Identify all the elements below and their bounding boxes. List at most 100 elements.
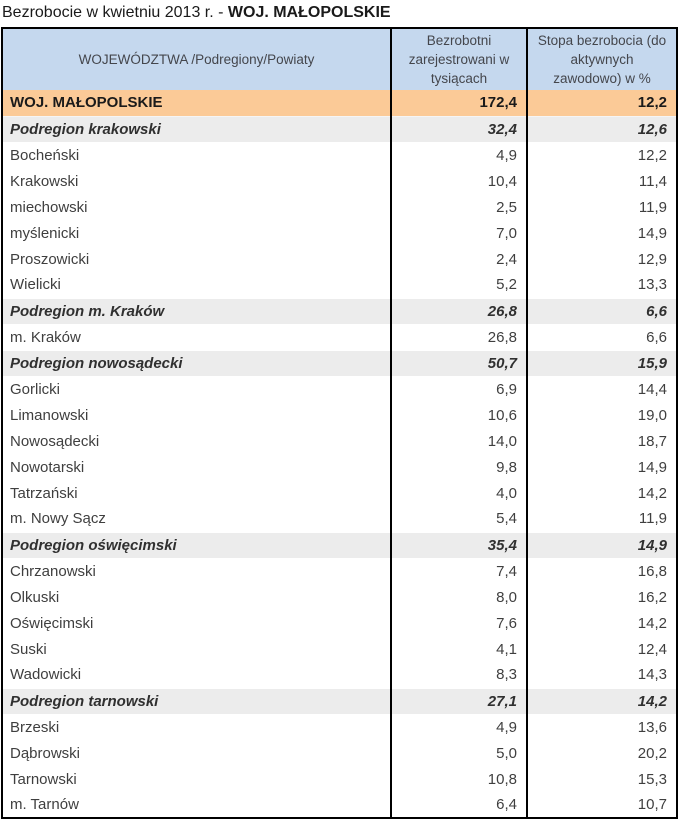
territory-name: Dąbrowski [2, 740, 391, 766]
rate-value: 6,6 [526, 324, 677, 350]
unemployed-value: 27,1 [390, 687, 527, 715]
unemployed-value: 32,4 [390, 115, 527, 143]
rate-value: 18,7 [526, 428, 677, 454]
table-row-powiat: Olkuski 8,0 16,2 [2, 584, 677, 610]
territory-name: m. Kraków [2, 324, 391, 350]
table-row-powiat: myślenicki 7,0 14,9 [2, 220, 677, 246]
territory-name: miechowski [2, 194, 391, 220]
unemployed-value: 7,6 [390, 610, 527, 636]
rate-value: 6,6 [526, 297, 677, 325]
territory-name: Tatrzański [2, 480, 391, 506]
territory-name: Olkuski [2, 584, 391, 610]
table-row-powiat: Nowotarski 9,8 14,9 [2, 454, 677, 480]
territory-name: Podregion m. Kraków [2, 297, 391, 325]
unemployed-value: 2,4 [390, 246, 527, 272]
territory-name: Podregion krakowski [2, 115, 391, 143]
territory-name: Suski [2, 636, 391, 662]
territory-name: Podregion oświęcimski [2, 531, 391, 559]
rate-value: 14,2 [526, 480, 677, 506]
unemployed-value: 172,4 [390, 90, 527, 117]
territory-name: Podregion nowosądecki [2, 349, 391, 377]
unemployed-value: 6,4 [390, 792, 527, 818]
column-header-unemployed: Bezrobotni zarejestrowani w tysiącach [390, 28, 527, 90]
unemployed-value: 8,3 [390, 662, 527, 688]
territory-name: m. Nowy Sącz [2, 506, 391, 532]
column-header-rate: Stopa bezrobocia (do aktywnych zawodowo)… [526, 28, 677, 90]
rate-value: 14,9 [526, 531, 677, 559]
unemployed-value: 8,0 [390, 584, 527, 610]
unemployed-value: 14,0 [390, 428, 527, 454]
table-row-powiat: miechowski 2,5 11,9 [2, 194, 677, 220]
unemployed-value: 26,8 [390, 324, 527, 350]
table-row-subregion: Podregion nowosądecki 50,7 15,9 [2, 349, 677, 377]
unemployed-value: 5,0 [390, 740, 527, 766]
table-row-subregion: Podregion oświęcimski 35,4 14,9 [2, 531, 677, 559]
territory-name: Tarnowski [2, 766, 391, 792]
table-row-powiat: m. Tarnów 6,4 10,7 [2, 792, 677, 818]
territory-name: Wadowicki [2, 662, 391, 688]
unemployed-value: 5,2 [390, 272, 527, 298]
table-row-powiat: Tarnowski 10,8 15,3 [2, 766, 677, 792]
territory-name: Gorlicki [2, 376, 391, 402]
rate-value: 12,4 [526, 636, 677, 662]
territory-name: Proszowicki [2, 246, 391, 272]
title-region: WOJ. MAŁOPOLSKIE [227, 4, 391, 21]
unemployed-value: 4,1 [390, 636, 527, 662]
rate-value: 20,2 [526, 740, 677, 766]
table-header: WOJEWÓDZTWA /Podregiony/Powiaty Bezrobot… [2, 28, 677, 90]
territory-name: myślenicki [2, 220, 391, 246]
table-row-powiat: Gorlicki 6,9 14,4 [2, 376, 677, 402]
unemployed-value: 7,0 [390, 220, 527, 246]
unemployed-value: 9,8 [390, 454, 527, 480]
table-row-powiat: Nowosądecki 14,0 18,7 [2, 428, 677, 454]
unemployed-value: 10,4 [390, 168, 527, 194]
unemployed-value: 50,7 [390, 349, 527, 377]
territory-name: Brzeski [2, 714, 391, 740]
rate-value: 12,6 [526, 115, 677, 143]
rate-value: 16,8 [526, 558, 677, 584]
rate-value: 14,2 [526, 687, 677, 715]
territory-name: m. Tarnów [2, 792, 391, 818]
unemployment-table: WOJEWÓDZTWA /Podregiony/Powiaty Bezrobot… [1, 27, 678, 819]
table-row-powiat: Limanowski 10,6 19,0 [2, 402, 677, 428]
territory-name: Bocheński [2, 142, 391, 168]
unemployed-value: 4,9 [390, 714, 527, 740]
table-row-powiat: Dąbrowski 5,0 20,2 [2, 740, 677, 766]
table-body: WOJ. MAŁOPOLSKIE 172,4 12,2 Podregion krako… [2, 90, 677, 818]
table-row-powiat: Wadowicki 8,3 14,3 [2, 662, 677, 688]
rate-value: 14,9 [526, 220, 677, 246]
unemployed-value: 2,5 [390, 194, 527, 220]
table-row-powiat: Suski 4,1 12,4 [2, 636, 677, 662]
rate-value: 14,4 [526, 376, 677, 402]
rate-value: 14,9 [526, 454, 677, 480]
rate-value: 19,0 [526, 402, 677, 428]
rate-value: 11,9 [526, 506, 677, 532]
title-prefix: Bezrobocie w kwietniu 2013 r. - [2, 4, 228, 21]
territory-name: Nowotarski [2, 454, 391, 480]
rate-value: 12,2 [526, 90, 677, 117]
territory-name: WOJ. MAŁOPOLSKIE [2, 90, 391, 117]
page-title: Bezrobocie w kwietniu 2013 r. - WOJ. MAŁ… [0, 0, 678, 27]
table-row-subregion: Podregion tarnowski 27,1 14,2 [2, 687, 677, 715]
table-row-powiat: Wielicki 5,2 13,3 [2, 272, 677, 298]
table-row-powiat: Tatrzański 4,0 14,2 [2, 480, 677, 506]
territory-name: Krakowski [2, 168, 391, 194]
territory-name: Chrzanowski [2, 558, 391, 584]
rate-value: 15,3 [526, 766, 677, 792]
rate-value: 13,3 [526, 272, 677, 298]
table-row-subregion: Podregion m. Kraków 26,8 6,6 [2, 297, 677, 325]
rate-value: 11,9 [526, 194, 677, 220]
territory-name: Nowosądecki [2, 428, 391, 454]
unemployed-value: 7,4 [390, 558, 527, 584]
table-row-powiat: Bocheński 4,9 12,2 [2, 142, 677, 168]
territory-name: Oświęcimski [2, 610, 391, 636]
territory-name: Limanowski [2, 402, 391, 428]
unemployed-value: 6,9 [390, 376, 527, 402]
header-row: WOJEWÓDZTWA /Podregiony/Powiaty Bezrobot… [2, 28, 677, 90]
unemployed-value: 26,8 [390, 297, 527, 325]
territory-name: Wielicki [2, 272, 391, 298]
unemployed-value: 35,4 [390, 531, 527, 559]
table-row-powiat: Krakowski 10,4 11,4 [2, 168, 677, 194]
rate-value: 13,6 [526, 714, 677, 740]
